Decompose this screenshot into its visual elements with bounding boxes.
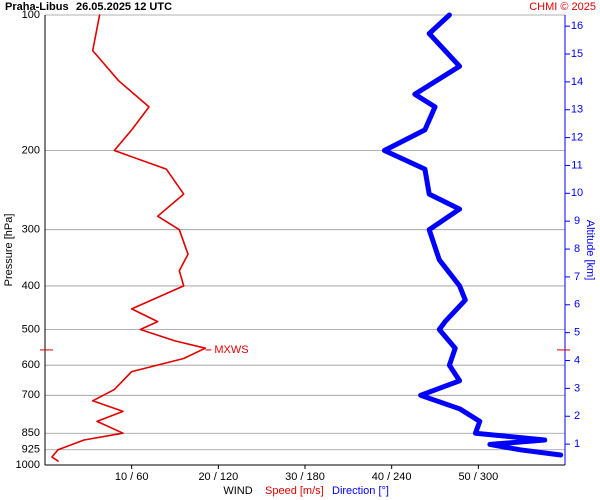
y2-tick-label: 12 [571,132,583,144]
y2-tick-label: 7 [574,271,580,283]
y2-axis-label: Altitude [km] [584,220,596,281]
y2-tick-label: 2 [574,410,580,422]
y-tick-label: 850 [22,427,40,439]
y2-tick-label: 1 [574,438,580,450]
y2-tick-label: 5 [574,327,580,339]
credit: CHMI © 2025 [529,1,596,13]
y-tick-label: 500 [22,323,40,335]
x-tick-label: 30 / 180 [285,471,325,483]
y-tick-label: 300 [22,224,40,236]
y2-tick-label: 9 [574,215,580,227]
y-tick-label: 1000 [16,459,40,471]
y2-tick-label: 14 [571,76,583,88]
chart-subtitle: 26.05.2025 12 UTC [76,1,172,13]
x-tick-label: 10 / 60 [115,471,149,483]
y2-tick-label: 10 [571,187,583,199]
y2-tick-label: 6 [574,299,580,311]
y2-tick-label: 4 [574,354,580,366]
y-tick-label: 925 [22,444,40,456]
y2-tick-label: 3 [574,382,580,394]
profile-line [51,14,207,462]
y2-tick-label: 8 [574,243,580,255]
legend-entry: Direction [°] [332,485,389,497]
y-tick-label: 200 [22,144,40,156]
profile-line [381,12,564,458]
x-tick-label: 40 / 240 [372,471,412,483]
y2-tick-label: 11 [571,159,582,171]
y-tick-label: 400 [22,280,40,292]
chart-title: Praha-Libus [5,1,69,13]
x-tick-label: 20 / 120 [198,471,238,483]
mxws-label: MXWS [214,344,248,356]
y-tick-label: 700 [22,389,40,401]
legend-entry: Speed [m/s] [265,485,324,497]
x-axis-label: WIND [223,485,252,497]
x-tick-label: 50 / 300 [458,471,498,483]
y2-tick-label: 16 [571,20,583,32]
y-tick-label: 600 [22,359,40,371]
y-tick-label: 100 [22,9,40,21]
y2-tick-label: 15 [571,48,583,60]
y2-tick-label: 13 [571,104,583,116]
y-axis-label: Pressure [hPa] [3,214,15,287]
